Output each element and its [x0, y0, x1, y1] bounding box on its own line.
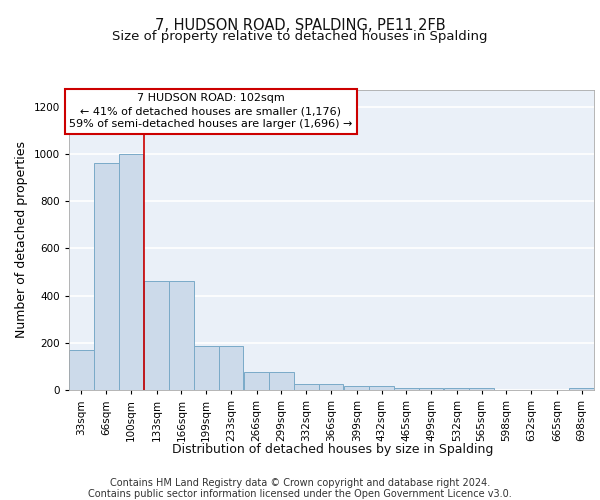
Bar	[394, 388, 419, 390]
Bar	[569, 388, 594, 390]
Text: 7, HUDSON ROAD, SPALDING, PE11 2FB: 7, HUDSON ROAD, SPALDING, PE11 2FB	[155, 18, 445, 32]
Bar	[244, 372, 269, 390]
Bar	[194, 346, 218, 390]
Bar	[294, 384, 319, 390]
Bar	[145, 282, 169, 390]
Y-axis label: Number of detached properties: Number of detached properties	[15, 142, 28, 338]
Bar	[369, 386, 394, 390]
Bar	[319, 384, 343, 390]
Bar	[169, 282, 194, 390]
Bar	[344, 386, 369, 390]
Bar	[119, 154, 143, 390]
Bar	[269, 372, 294, 390]
Bar	[69, 350, 94, 390]
Bar	[94, 163, 119, 390]
Bar	[445, 388, 469, 390]
Bar	[469, 388, 494, 390]
Text: Size of property relative to detached houses in Spalding: Size of property relative to detached ho…	[112, 30, 488, 43]
Text: Contains public sector information licensed under the Open Government Licence v3: Contains public sector information licen…	[88, 489, 512, 499]
Text: Distribution of detached houses by size in Spalding: Distribution of detached houses by size …	[172, 442, 494, 456]
Text: Contains HM Land Registry data © Crown copyright and database right 2024.: Contains HM Land Registry data © Crown c…	[110, 478, 490, 488]
Bar	[419, 388, 443, 390]
Text: 7 HUDSON ROAD: 102sqm
← 41% of detached houses are smaller (1,176)
59% of semi-d: 7 HUDSON ROAD: 102sqm ← 41% of detached …	[69, 93, 352, 130]
Bar	[219, 346, 244, 390]
